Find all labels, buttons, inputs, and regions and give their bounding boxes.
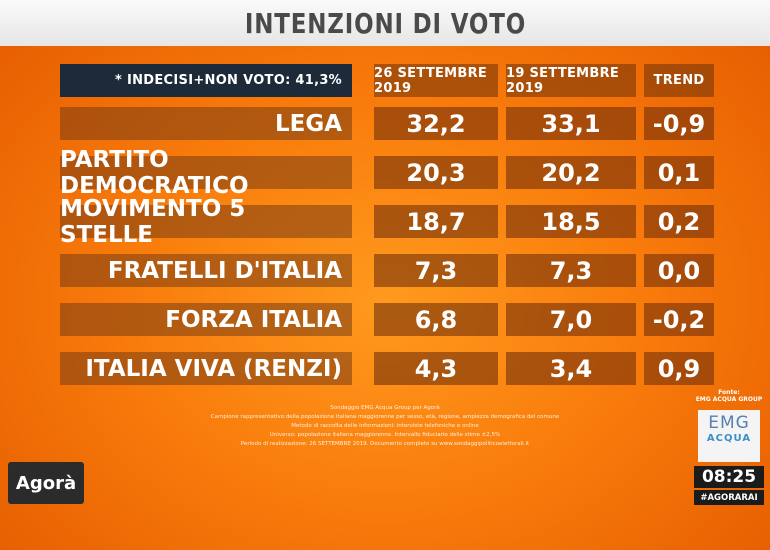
value-26-sept: 20,3 (374, 156, 498, 189)
party-label: ITALIA VIVA (RENZI) (60, 352, 352, 385)
value-trend: 0,9 (644, 352, 714, 385)
party-label: MOVIMENTO 5 STELLE (60, 196, 352, 248)
methodology-note: Periodo di realizzazione: 26 SETTEMBRE 2… (240, 441, 530, 447)
source-credit: Fonte: EMG ACQUA GROUP (694, 389, 764, 403)
party-label: LEGA (60, 107, 352, 140)
value-26-sept: 4,3 (374, 352, 498, 385)
agora-logo: Agorà (8, 462, 84, 504)
party-label: PARTITO DEMOCRATICO (60, 147, 352, 199)
source-label: Fonte: (718, 389, 740, 396)
emg-acqua-logo: EMG ACQUA (698, 410, 760, 462)
value-19-sept: 33,1 (506, 107, 636, 140)
value-26-sept: 18,7 (374, 205, 498, 238)
value-26-sept: 32,2 (374, 107, 498, 140)
page-title: INTENZIONI DI VOTO (244, 6, 526, 40)
value-trend: -0,9 (644, 107, 714, 140)
acqua-logo-text: ACQUA (706, 433, 752, 444)
value-26-sept: 7,3 (374, 254, 498, 287)
methodology-note: Metodo di raccolta delle informazioni: i… (291, 423, 479, 429)
source-name: EMG ACQUA GROUP (695, 396, 763, 403)
value-trend: 0,1 (644, 156, 714, 189)
column-header-19-sept: 19 SETTEMBRE 2019 (506, 64, 636, 97)
undecided-note: * INDECISI+NON VOTO: 41,3% (60, 64, 352, 97)
value-19-sept: 7,3 (506, 254, 636, 287)
column-header-trend: TREND (644, 64, 714, 97)
value-trend: -0,2 (644, 303, 714, 336)
party-label: FRATELLI D'ITALIA (60, 254, 352, 287)
methodology-note: Universo: popolazione italiana maggioren… (269, 432, 501, 438)
value-26-sept: 6,8 (374, 303, 498, 336)
value-trend: 0,0 (644, 254, 714, 287)
broadcast-clock: 08:25 (694, 466, 764, 488)
value-19-sept: 3,4 (506, 352, 636, 385)
value-19-sept: 20,2 (506, 156, 636, 189)
methodology-note: Campione rappresentativo della popolazio… (210, 414, 560, 420)
party-label: FORZA ITALIA (60, 303, 352, 336)
column-header-26-sept: 26 SETTEMBRE 2019 (374, 64, 498, 97)
methodology-note: Sondaggio EMG Acqua Group per Agorà (330, 405, 440, 411)
show-hashtag: #AGORARAI (694, 490, 764, 505)
value-trend: 0,2 (644, 205, 714, 238)
emg-logo-text: EMG (708, 413, 750, 433)
value-19-sept: 18,5 (506, 205, 636, 238)
header-bar: INTENZIONI DI VOTO (0, 0, 770, 46)
value-19-sept: 7,0 (506, 303, 636, 336)
